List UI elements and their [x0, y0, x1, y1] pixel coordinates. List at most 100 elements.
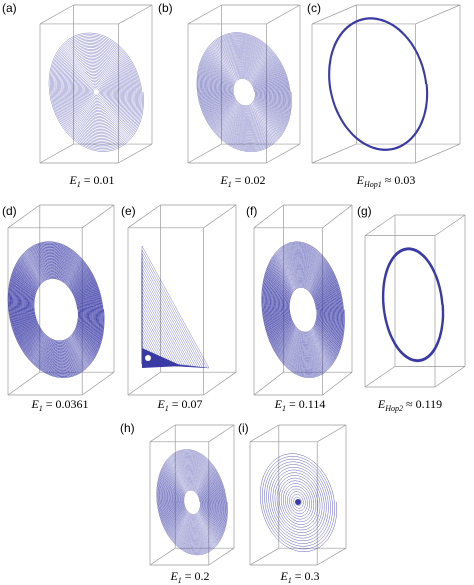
- trajectory: [261, 241, 345, 378]
- fixed-point: [145, 355, 151, 361]
- trajectory: [260, 453, 338, 552]
- panel-label: (e): [121, 204, 136, 218]
- caption-symbol: E: [219, 173, 228, 187]
- box-edge: [249, 424, 279, 443]
- panel-label: (a): [2, 1, 17, 15]
- panel-label: (c): [307, 1, 321, 15]
- box-edge: [187, 4, 222, 25]
- caption-subscript: 1: [77, 180, 81, 189]
- dense-region: [142, 348, 182, 368]
- panel: (h) E1 = 0.2: [120, 421, 235, 585]
- box-edge: [81, 371, 115, 396]
- box-edge: [208, 547, 235, 566]
- box-edge: [187, 143, 222, 164]
- trajectory: [381, 247, 445, 363]
- box-edge: [322, 204, 353, 229]
- box-edge: [81, 204, 115, 229]
- caption-symbol: E: [68, 173, 77, 187]
- caption-symbol: E: [156, 397, 165, 411]
- box-edge: [266, 143, 301, 164]
- box-edge: [311, 143, 357, 164]
- panel-label: (d): [2, 204, 17, 218]
- box-edge: [203, 371, 237, 396]
- caption: E1 = 0.01: [68, 173, 114, 189]
- box-edge: [415, 4, 461, 25]
- caption-symbol: E: [30, 397, 39, 411]
- box-edge: [39, 143, 74, 164]
- box-edge: [253, 204, 284, 229]
- caption-rest: = 0.3: [295, 569, 320, 583]
- box-edge: [415, 143, 461, 164]
- panel: (d) E1 = 0.0361: [2, 204, 115, 413]
- box-edge: [127, 371, 161, 396]
- box-edge: [149, 424, 176, 443]
- panel-label: (g): [357, 204, 372, 218]
- panel: (g) EHop2 ≈ 0.119: [357, 204, 466, 413]
- panel: (b) E1 = 0.02: [158, 1, 301, 189]
- caption-rest: = 0.07: [172, 397, 203, 411]
- caption-subscript: 1: [178, 576, 182, 585]
- panel-label: (i): [238, 421, 249, 435]
- caption: EHop1 ≈ 0.03: [356, 173, 416, 189]
- caption-rest: = 0.114: [289, 397, 325, 411]
- caption-rest: ≈ 0.119: [406, 397, 442, 411]
- caption-symbol: E: [377, 397, 386, 411]
- panel: (f) E1 = 0.114: [246, 204, 353, 413]
- trajectory: [141, 257, 203, 368]
- box-edge: [249, 547, 279, 566]
- box-edge: [7, 204, 41, 229]
- box-edge: [364, 214, 396, 236]
- caption-subscript: Hop2: [384, 404, 403, 413]
- trajectory: [141, 261, 201, 368]
- caption-subscript: 1: [288, 576, 292, 585]
- panel-label: (h): [120, 421, 135, 435]
- fixed-point: [93, 89, 99, 95]
- box-edge: [203, 204, 237, 229]
- panel: (i) E1 = 0.3: [238, 421, 347, 585]
- caption-subscript: Hop1: [363, 180, 382, 189]
- caption-subscript: 1: [282, 404, 286, 413]
- box-edge: [322, 371, 353, 396]
- trajectory: [156, 449, 228, 556]
- box-edge: [364, 366, 396, 388]
- box-edge: [39, 4, 74, 25]
- caption: E1 = 0.07: [156, 397, 202, 413]
- panel: (e) E1 = 0.07: [121, 204, 237, 413]
- caption: E1 = 0.2: [169, 569, 209, 585]
- caption-rest: = 0.0361: [46, 397, 89, 411]
- trajectory: [328, 17, 429, 151]
- caption: E1 = 0.114: [274, 397, 326, 413]
- box-edge: [253, 371, 284, 396]
- fixed-point: [295, 499, 301, 505]
- box-edge: [118, 143, 153, 164]
- trajectory: [141, 249, 208, 368]
- caption-symbol: E: [356, 173, 365, 187]
- caption-subscript: 1: [39, 404, 43, 413]
- caption-symbol: E: [274, 397, 283, 411]
- trajectory: [196, 32, 292, 152]
- caption: E1 = 0.0361: [30, 397, 88, 413]
- panel-label: (f): [246, 204, 257, 218]
- trajectory: [7, 241, 105, 378]
- box-edge: [208, 424, 235, 443]
- caption-subscript: 1: [165, 404, 169, 413]
- caption-rest: = 0.01: [84, 173, 115, 187]
- box-edge: [434, 366, 466, 388]
- caption-symbol: E: [169, 569, 178, 583]
- panel: (a) E1 = 0.01: [2, 1, 153, 189]
- caption-subscript: 1: [228, 180, 232, 189]
- panel-label: (b): [158, 1, 173, 15]
- box-edge: [317, 424, 347, 443]
- box-edge: [7, 371, 41, 396]
- caption-rest: = 0.02: [235, 173, 266, 187]
- caption: E1 = 0.3: [279, 569, 319, 585]
- box-edge: [127, 204, 161, 229]
- box-edge: [434, 214, 466, 236]
- box-edge: [266, 4, 301, 25]
- trajectory: [141, 245, 210, 369]
- caption-rest: ≈ 0.03: [385, 173, 416, 187]
- trajectory: [141, 264, 199, 367]
- trajectory: [48, 32, 144, 152]
- panel: (c) EHop1 ≈ 0.03: [307, 1, 461, 189]
